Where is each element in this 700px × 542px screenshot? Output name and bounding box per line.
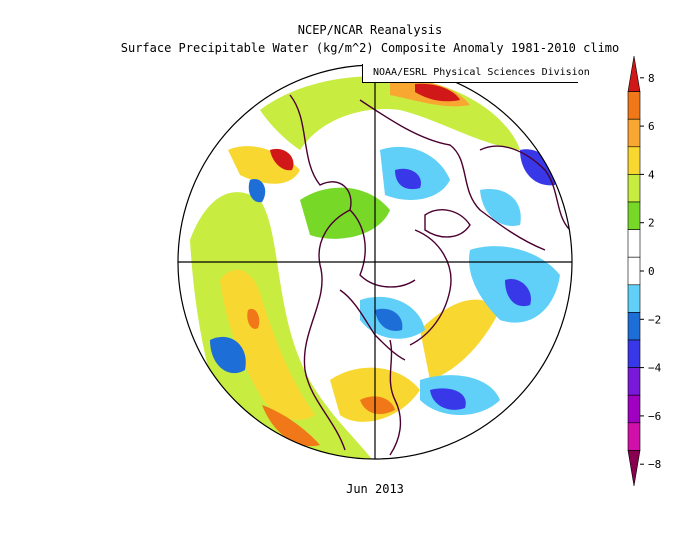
date-label: Jun 2013 <box>346 482 404 496</box>
colorbar-tick-label: 0 <box>648 265 655 278</box>
colorbar: 8 6 4 2 0 −2 −4 −6 −8 <box>627 55 662 487</box>
colorbar-tick-label: 8 <box>648 72 655 85</box>
positive-anomaly-region <box>228 146 300 184</box>
anomaly-field <box>178 65 572 459</box>
colorbar-segment <box>627 118 641 148</box>
coastline <box>359 99 546 251</box>
colorbar-tick-label: −8 <box>648 458 661 471</box>
colorbar-tick-label: −2 <box>648 313 661 326</box>
colorbar-tick-label: −6 <box>648 410 661 423</box>
positive-anomaly-region <box>270 148 294 171</box>
colorbar-tick-label: 4 <box>648 168 655 181</box>
negative-anomaly-region <box>375 308 403 331</box>
negative-anomaly-region <box>505 279 531 307</box>
positive-anomaly-region <box>220 269 315 420</box>
coastline <box>424 209 471 238</box>
colorbar-segment <box>627 312 641 341</box>
coastlines <box>289 94 571 456</box>
colorbar-segment <box>627 367 641 396</box>
positive-anomaly-region <box>360 396 395 415</box>
negative-anomaly-region <box>210 336 246 374</box>
positive-anomaly-region <box>262 405 320 447</box>
colorbar-segment <box>627 394 641 424</box>
positive-anomaly-region <box>247 308 260 329</box>
coastline <box>479 145 571 231</box>
colorbar-tick-label: 2 <box>648 217 655 230</box>
colorbar-tick-label: −4 <box>648 362 662 375</box>
colorbar-ticks: 8 6 4 2 0 −2 −4 −6 −8 <box>640 72 662 471</box>
colorbar-segment <box>627 146 641 175</box>
colorbar-segment <box>627 55 641 92</box>
colorbar-segment <box>627 91 641 120</box>
colorbar-segment <box>627 229 641 258</box>
colorbar-segment <box>627 422 641 451</box>
chart-subtitle: Surface Precipitable Water (kg/m^2) Comp… <box>120 41 620 55</box>
negative-anomaly-region <box>430 388 466 410</box>
colorbar-segment <box>627 174 641 203</box>
credit-label: NOAA/ESRL Physical Sciences Division <box>362 64 590 83</box>
coastline <box>289 94 352 451</box>
colorbar-segment <box>627 339 641 368</box>
colorbar-segment <box>627 284 641 313</box>
coastline <box>409 229 452 346</box>
colorbar-segment <box>627 201 641 230</box>
positive-anomaly-region <box>420 299 500 380</box>
colorbar-segment <box>627 256 641 286</box>
coastline <box>349 209 416 288</box>
negative-anomaly-region <box>248 179 266 203</box>
chart-title: NCEP/NCAR Reanalysis <box>297 23 443 37</box>
colorbar-segment <box>627 450 641 487</box>
coastline <box>389 339 402 456</box>
colorbar-tick-label: 6 <box>648 120 655 133</box>
positive-anomaly-region <box>415 83 460 102</box>
negative-anomaly-region <box>395 168 421 190</box>
colorbar-segments <box>627 55 641 487</box>
negative-anomaly-region <box>480 189 521 226</box>
